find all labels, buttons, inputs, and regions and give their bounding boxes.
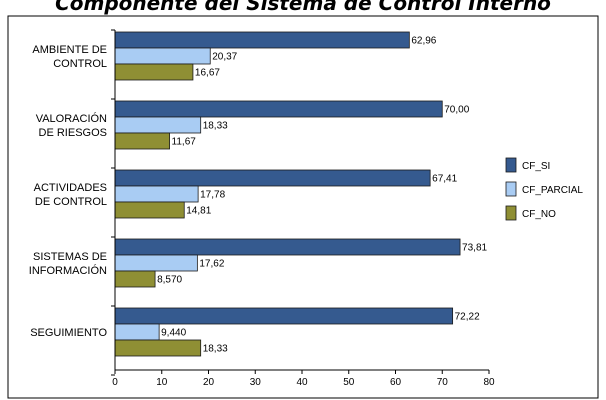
category-label: SEGUIMIENTO bbox=[30, 327, 107, 339]
data-label: 17,78 bbox=[200, 190, 225, 201]
data-label: 14,81 bbox=[186, 206, 211, 217]
bar-cf-no-5 bbox=[114, 339, 202, 357]
bar-cf-parcial-3 bbox=[114, 185, 199, 203]
bar-cf-no-2 bbox=[114, 132, 170, 150]
data-label: 8,570 bbox=[157, 275, 182, 286]
data-label: 16,67 bbox=[195, 68, 220, 79]
data-label: 9,440 bbox=[161, 328, 186, 339]
bar-cf-si-5 bbox=[114, 307, 454, 325]
x-tick-label: 30 bbox=[250, 377, 262, 388]
legend: CF_SI CF_PARCIAL CF_NO bbox=[505, 157, 583, 221]
bar-cf-si-1 bbox=[114, 31, 410, 49]
data-label: 67,41 bbox=[432, 174, 457, 185]
data-label: 70,00 bbox=[444, 105, 469, 116]
category-label: AMBIENTE DE bbox=[32, 44, 107, 56]
category-label: DE CONTROL bbox=[35, 196, 107, 208]
data-label: 20,37 bbox=[212, 52, 237, 63]
chart-frame bbox=[7, 15, 599, 399]
bar-cf-no-4 bbox=[114, 270, 156, 288]
legend-swatch-cf-parcial bbox=[505, 181, 517, 197]
bar-cf-no-1 bbox=[114, 63, 194, 81]
x-tick-label: 0 bbox=[112, 377, 118, 388]
category-label: SISTEMAS DE bbox=[33, 251, 107, 263]
data-label: 11,67 bbox=[172, 137, 197, 148]
x-tick-label: 60 bbox=[390, 377, 402, 388]
category-label: VALORACIÓN bbox=[36, 112, 107, 125]
bar-cf-parcial-1 bbox=[114, 47, 211, 65]
bar-cf-parcial-4 bbox=[114, 254, 198, 272]
x-tick-label: 20 bbox=[203, 377, 215, 388]
x-tick-label: 40 bbox=[296, 377, 308, 388]
category-label: DE RIESGOS bbox=[39, 127, 107, 139]
data-label: 73,81 bbox=[462, 243, 487, 254]
data-label: 62,96 bbox=[411, 36, 436, 47]
x-tick-label: 10 bbox=[156, 377, 168, 388]
category-label: CONTROL bbox=[53, 58, 107, 70]
bar-cf-no-3 bbox=[114, 201, 185, 219]
x-tick-label: 80 bbox=[483, 377, 495, 388]
bar-cf-parcial-2 bbox=[114, 116, 202, 134]
legend-swatch-cf-no bbox=[505, 205, 517, 221]
chart-title: Componente del Sistema de Control Intern… bbox=[55, 0, 551, 15]
data-label: 18,33 bbox=[203, 121, 228, 132]
bar-cf-si-4 bbox=[114, 238, 461, 256]
x-tick-label: 50 bbox=[343, 377, 355, 388]
legend-label: CF_NO bbox=[522, 209, 556, 220]
legend-swatch-cf-si bbox=[505, 157, 517, 173]
bar-cf-si-2 bbox=[114, 100, 443, 118]
x-tick-label: 70 bbox=[437, 377, 449, 388]
category-label: ACTIVIDADES bbox=[34, 182, 107, 194]
legend-label: CF_SI bbox=[522, 161, 550, 172]
legend-label: CF_PARCIAL bbox=[522, 185, 583, 196]
bar-cf-parcial-5 bbox=[114, 323, 160, 341]
bar-cf-si-3 bbox=[114, 169, 431, 187]
data-label: 18,33 bbox=[203, 344, 228, 355]
data-label: 72,22 bbox=[455, 312, 480, 323]
category-label: INFORMACIÓN bbox=[29, 264, 107, 277]
data-label: 17,62 bbox=[199, 259, 224, 270]
